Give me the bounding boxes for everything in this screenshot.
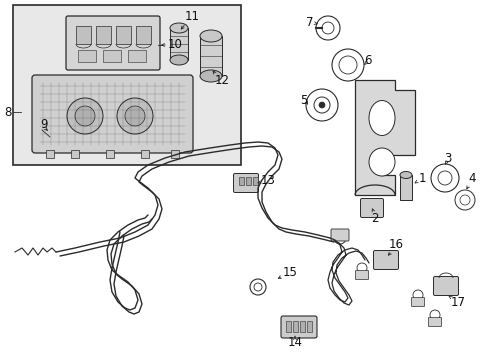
Bar xyxy=(141,150,149,158)
FancyBboxPatch shape xyxy=(433,276,458,296)
Bar xyxy=(245,177,250,185)
FancyBboxPatch shape xyxy=(355,270,368,279)
FancyBboxPatch shape xyxy=(411,297,424,306)
FancyBboxPatch shape xyxy=(373,251,398,270)
Bar xyxy=(306,321,311,332)
Ellipse shape xyxy=(368,100,394,135)
FancyBboxPatch shape xyxy=(233,174,258,193)
Ellipse shape xyxy=(200,70,222,82)
Bar xyxy=(96,26,111,44)
Ellipse shape xyxy=(170,55,187,65)
Text: 11: 11 xyxy=(184,9,199,22)
Bar xyxy=(116,26,131,44)
Bar xyxy=(106,150,114,158)
Text: 9: 9 xyxy=(40,117,48,130)
Ellipse shape xyxy=(170,23,187,33)
Ellipse shape xyxy=(399,171,411,179)
Bar xyxy=(239,177,244,185)
FancyBboxPatch shape xyxy=(66,16,160,70)
Bar xyxy=(78,50,96,62)
Text: 7: 7 xyxy=(305,15,313,28)
FancyBboxPatch shape xyxy=(330,229,348,241)
Text: 15: 15 xyxy=(282,266,297,279)
Text: 6: 6 xyxy=(364,54,371,67)
Text: 8: 8 xyxy=(4,105,12,118)
Text: 2: 2 xyxy=(370,211,378,225)
Bar xyxy=(71,150,79,158)
Text: 13: 13 xyxy=(260,174,275,186)
Text: 16: 16 xyxy=(387,238,403,252)
FancyBboxPatch shape xyxy=(281,316,316,338)
Bar xyxy=(399,175,411,200)
Polygon shape xyxy=(354,80,414,195)
Text: 1: 1 xyxy=(417,171,425,184)
Circle shape xyxy=(318,102,325,108)
Circle shape xyxy=(75,106,95,126)
Bar xyxy=(252,177,258,185)
Ellipse shape xyxy=(368,148,394,176)
FancyBboxPatch shape xyxy=(360,198,383,217)
Circle shape xyxy=(67,98,103,134)
Text: 10: 10 xyxy=(167,39,182,51)
Bar xyxy=(76,26,91,44)
Text: 14: 14 xyxy=(287,336,302,348)
Text: 17: 17 xyxy=(449,296,465,309)
Text: 12: 12 xyxy=(214,73,229,86)
Text: 5: 5 xyxy=(300,94,307,107)
Ellipse shape xyxy=(200,30,222,42)
Bar xyxy=(13,5,241,165)
FancyBboxPatch shape xyxy=(32,75,193,153)
Circle shape xyxy=(125,106,145,126)
Bar xyxy=(171,150,179,158)
FancyBboxPatch shape xyxy=(427,318,441,327)
Text: 4: 4 xyxy=(468,171,475,184)
Bar xyxy=(46,150,54,158)
Bar xyxy=(292,321,297,332)
Bar xyxy=(299,321,305,332)
Bar xyxy=(128,50,146,62)
Bar xyxy=(200,36,222,76)
Bar xyxy=(285,321,290,332)
Text: 3: 3 xyxy=(444,152,451,165)
Bar xyxy=(103,50,121,62)
Bar xyxy=(170,28,187,60)
Circle shape xyxy=(117,98,153,134)
Bar xyxy=(136,26,151,44)
